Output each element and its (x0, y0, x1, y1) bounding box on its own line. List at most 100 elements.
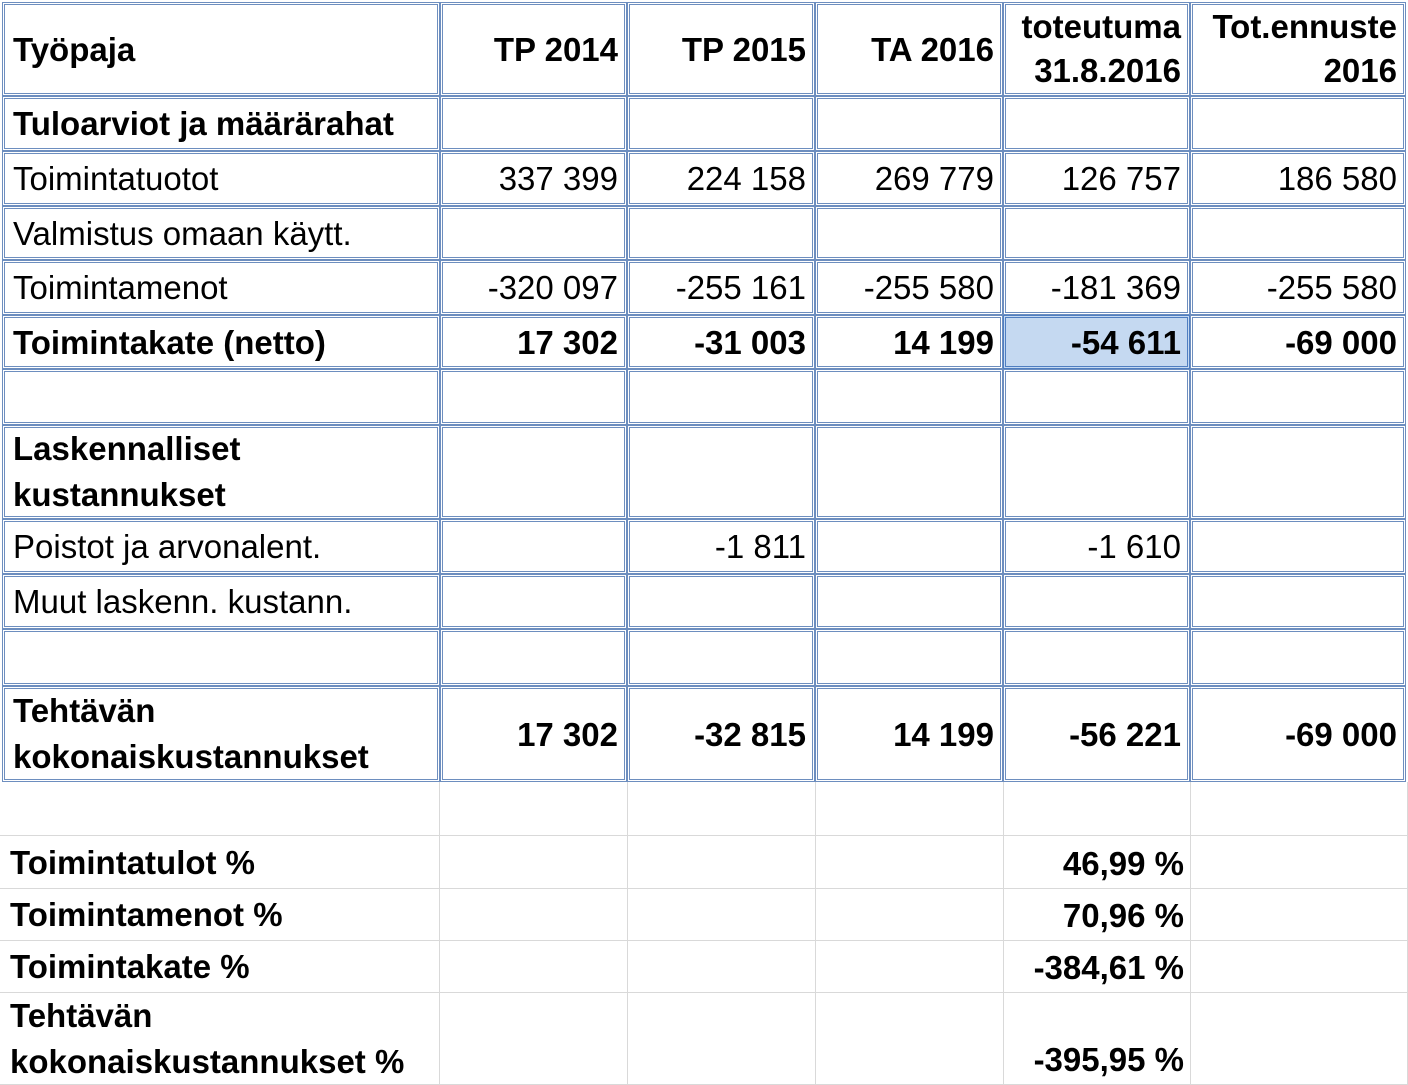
table-cell[interactable] (1004, 782, 1191, 836)
table-cell[interactable] (440, 782, 628, 836)
table-cell[interactable] (1003, 96, 1190, 151)
table-cell[interactable] (440, 369, 627, 425)
table-cell[interactable]: -69 000 (1190, 686, 1406, 782)
table-cell[interactable] (816, 782, 1004, 836)
row-label[interactable] (2, 629, 440, 686)
table-cell[interactable]: -255 580 (815, 260, 1003, 315)
header-ta2016[interactable]: TA 2016 (815, 2, 1003, 96)
table-cell[interactable] (440, 96, 627, 151)
table-cell[interactable] (815, 369, 1003, 425)
table-cell[interactable] (1191, 941, 1408, 993)
table-cell[interactable]: 17 302 (440, 686, 627, 782)
row-label[interactable]: Tuloarviot ja määrärahat (2, 96, 440, 151)
table-cell[interactable] (815, 519, 1003, 574)
table-cell[interactable]: -255 161 (627, 260, 815, 315)
table-cell[interactable] (1003, 574, 1190, 629)
table-cell[interactable] (440, 629, 627, 686)
table-cell[interactable] (628, 782, 816, 836)
table-cell[interactable] (1190, 369, 1406, 425)
table-cell[interactable] (1190, 96, 1406, 151)
ratio-value[interactable]: 46,99 % (1004, 836, 1191, 889)
header-tp2014[interactable]: TP 2014 (440, 2, 627, 96)
table-cell[interactable] (1003, 425, 1190, 519)
table-cell[interactable] (1003, 206, 1190, 260)
table-cell[interactable]: -69 000 (1190, 315, 1406, 369)
ratio-value[interactable]: 70,96 % (1004, 889, 1191, 941)
row-label[interactable]: Toimintatuotot (2, 151, 440, 206)
table-cell[interactable]: 337 399 (440, 151, 627, 206)
table-cell[interactable]: -181 369 (1003, 260, 1190, 315)
ratio-label[interactable]: Toimintamenot % (0, 889, 440, 941)
table-cell[interactable] (816, 889, 1004, 941)
table-cell[interactable] (628, 993, 816, 1085)
table-cell[interactable] (816, 941, 1004, 993)
table-cell[interactable]: -32 815 (627, 686, 815, 782)
table-cell[interactable] (627, 425, 815, 519)
row-label[interactable]: Poistot ja arvonalent. (2, 519, 440, 574)
table-cell[interactable] (440, 574, 627, 629)
table-cell[interactable]: 186 580 (1190, 151, 1406, 206)
table-cell[interactable] (440, 519, 627, 574)
table-cell[interactable] (815, 425, 1003, 519)
table-cell[interactable] (1190, 574, 1406, 629)
table-cell[interactable]: -320 097 (440, 260, 627, 315)
ratio-label[interactable]: Toimintakate % (0, 941, 440, 993)
table-cell[interactable] (440, 425, 627, 519)
table-cell[interactable] (1191, 889, 1408, 941)
table-cell[interactable] (815, 96, 1003, 151)
table-cell[interactable]: 126 757 (1003, 151, 1190, 206)
row-label[interactable]: Toimintakate (netto) (2, 315, 440, 369)
table-cell[interactable] (440, 889, 628, 941)
table-cell[interactable]: -56 221 (1003, 686, 1190, 782)
table-cell[interactable]: 224 158 (627, 151, 815, 206)
row-label[interactable]: Toimintamenot (2, 260, 440, 315)
header-tot-ennuste[interactable]: Tot.ennuste 2016 (1190, 2, 1406, 96)
table-cell[interactable] (1003, 629, 1190, 686)
row-label[interactable]: Muut laskenn. kustann. (2, 574, 440, 629)
row-label[interactable]: Tehtävän kokonaiskustannukset (2, 686, 440, 782)
table-cell[interactable] (440, 993, 628, 1085)
table-cell[interactable]: -255 580 (1190, 260, 1406, 315)
header-toteutuma[interactable]: toteutuma 31.8.2016 (1003, 2, 1190, 96)
table-cell[interactable] (1191, 836, 1408, 889)
table-cell[interactable]: 269 779 (815, 151, 1003, 206)
table-cell[interactable]: -1 610 (1003, 519, 1190, 574)
table-cell[interactable] (1191, 782, 1408, 836)
table-cell[interactable] (627, 574, 815, 629)
table-cell[interactable] (1003, 369, 1190, 425)
table-cell[interactable] (1190, 425, 1406, 519)
table-cell[interactable] (1190, 629, 1406, 686)
table-cell[interactable] (627, 629, 815, 686)
ratio-value[interactable]: -395,95 % (1004, 993, 1191, 1085)
row-label[interactable] (2, 369, 440, 425)
table-cell[interactable] (815, 206, 1003, 260)
table-cell[interactable] (628, 836, 816, 889)
table-cell[interactable] (816, 993, 1004, 1085)
table-cell[interactable] (815, 574, 1003, 629)
table-cell[interactable] (1191, 993, 1408, 1085)
header-tp2015[interactable]: TP 2015 (627, 2, 815, 96)
table-cell[interactable] (440, 206, 627, 260)
table-cell[interactable]: 17 302 (440, 315, 627, 369)
table-cell[interactable] (816, 836, 1004, 889)
table-cell[interactable] (1190, 206, 1406, 260)
table-cell[interactable] (440, 836, 628, 889)
table-cell[interactable] (628, 941, 816, 993)
table-cell[interactable] (1190, 519, 1406, 574)
table-cell[interactable]: -31 003 (627, 315, 815, 369)
table-cell[interactable] (627, 206, 815, 260)
table-cell[interactable]: -1 811 (627, 519, 815, 574)
table-cell[interactable] (628, 889, 816, 941)
table-cell[interactable] (627, 369, 815, 425)
table-cell[interactable] (0, 782, 440, 836)
table-cell[interactable] (627, 96, 815, 151)
table-cell[interactable]: 14 199 (815, 686, 1003, 782)
ratio-label[interactable]: Toimintatulot % (0, 836, 440, 889)
table-cell[interactable]: 14 199 (815, 315, 1003, 369)
table-cell[interactable] (440, 941, 628, 993)
ratio-value[interactable]: -384,61 % (1004, 941, 1191, 993)
header-tyopaja[interactable]: Työpaja (2, 2, 440, 96)
table-cell[interactable] (815, 629, 1003, 686)
selected-cell[interactable]: -54 611 (1003, 315, 1190, 369)
row-label[interactable]: Valmistus omaan käytt. (2, 206, 440, 260)
